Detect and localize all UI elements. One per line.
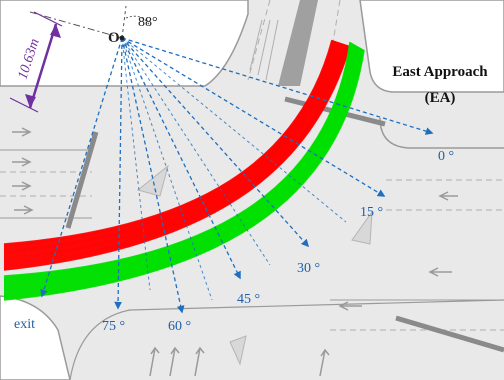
ray-0: [121, 37, 434, 135]
stop-bar-south: [395, 315, 504, 353]
reference-line: [29, 11, 123, 39]
ray-15: [121, 37, 386, 197]
ray-45: [121, 37, 241, 280]
angle-rays: [40, 37, 434, 314]
ray-intermediate: [121, 37, 347, 223]
angle-label-75: 75 °: [102, 319, 125, 334]
north-line: [121, 5, 127, 39]
angle-arc: [125, 15, 151, 27]
red-trajectory: [3, 45, 351, 271]
median-strip: [278, 0, 318, 86]
exit-label: exit: [14, 317, 35, 332]
approach-title: East Approach: [392, 64, 488, 80]
ray-intermediate: [121, 37, 151, 291]
ray-30: [121, 37, 310, 248]
angle-labels: 0 ° 15 ° 30 ° 45 ° 60 ° 75 ° exit: [14, 149, 454, 334]
angle-label-60: 60 °: [168, 319, 191, 334]
ray-60: [121, 37, 185, 314]
angle-label-15: 15 °: [360, 205, 383, 220]
angle-label-45: 45 °: [237, 292, 260, 307]
hatched-island-top: [249, 19, 279, 81]
origin-point: [119, 35, 125, 41]
ray-75: [114, 37, 123, 310]
ray-intermediate: [121, 37, 213, 301]
stop-bar-west: [65, 131, 99, 229]
lane-arrows: [12, 127, 458, 377]
curb-top-right: [359, 0, 504, 93]
angle-label-0: 0 °: [438, 149, 454, 164]
origin-label: O: [108, 30, 120, 46]
angle-label-30: 30 °: [297, 261, 320, 276]
green-trajectory: [3, 49, 365, 301]
traffic-island-east: [351, 210, 373, 245]
approach-label: East Approach (EA): [392, 64, 488, 106]
distance-arrow: [28, 23, 58, 109]
red-trajectory-bundle: [3, 39, 351, 271]
approach-code: (EA): [425, 90, 456, 106]
traffic-island-south: [229, 335, 247, 366]
origin-angle-label: 88°: [138, 15, 158, 30]
origin-reference: O 88°: [29, 5, 158, 46]
ray-exit: [40, 37, 123, 298]
